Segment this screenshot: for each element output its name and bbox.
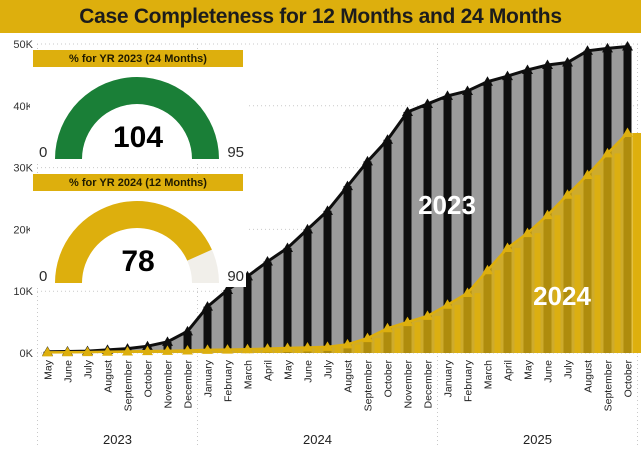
month-tick-label: July	[563, 359, 575, 378]
gauge-2023-min-label: 0	[39, 144, 47, 161]
month-tick-label: October	[623, 360, 635, 398]
month-tick-label: May	[283, 359, 295, 380]
gauge-2023-value: 104	[30, 121, 246, 155]
x-axis-month-labels: May June July August September October Novembe…	[43, 359, 635, 411]
month-tick-label: May	[523, 359, 535, 380]
series-2024-right-edge-column	[633, 133, 641, 353]
month-tick-label: March	[483, 360, 495, 389]
gauge-2024-min-label: 0	[39, 268, 47, 285]
gauge-2023-max-label: 95	[227, 144, 244, 161]
gauge-2024-body: 78 0 90	[30, 191, 246, 287]
month-tick-label: March	[243, 360, 255, 389]
month-tick-label: April	[503, 360, 515, 381]
month-tick-label: November	[163, 359, 175, 408]
month-tick-label: April	[263, 360, 275, 381]
gauge-2024-card[interactable]: % for YR 2024 (12 Months) 78 0 90	[30, 174, 246, 287]
gauge-2023-header: % for YR 2023 (24 Months)	[33, 50, 243, 67]
series-2024-label: 2024	[533, 281, 591, 311]
month-tick-label: February	[223, 359, 235, 402]
month-tick-label: December	[183, 359, 195, 408]
y-axis-tick-label: 0K	[20, 348, 34, 360]
month-tick-label: December	[423, 359, 435, 408]
month-tick-label: August	[583, 360, 595, 393]
month-tick-label: July	[323, 359, 335, 378]
gauge-2024-value: 78	[30, 245, 246, 279]
month-tick-label: February	[463, 359, 475, 402]
gauge-2024-max-label: 90	[227, 268, 244, 285]
month-tick-label: June	[543, 360, 555, 383]
month-tick-label: October	[143, 360, 155, 398]
year-group-label: 2023	[103, 432, 132, 447]
month-tick-label: October	[383, 360, 395, 398]
month-tick-label: November	[403, 359, 415, 408]
month-tick-label: August	[343, 360, 355, 393]
month-tick-label: September	[603, 360, 615, 412]
month-tick-label: January	[443, 359, 455, 397]
report-title: Case Completeness for 12 Months and 24 M…	[79, 5, 561, 29]
y-axis-tick-label: 30K	[13, 163, 33, 175]
year-group-label: 2024	[303, 432, 332, 447]
month-tick-label: September	[363, 360, 375, 412]
month-tick-label: June	[303, 360, 315, 383]
series-2023-label: 2023	[418, 190, 476, 220]
month-tick-label: January	[203, 359, 215, 397]
month-tick-label: August	[103, 360, 115, 393]
year-group-label: 2025	[523, 432, 552, 447]
y-axis-tick-label: 10K	[13, 286, 33, 298]
report-title-bar: Case Completeness for 12 Months and 24 M…	[0, 0, 641, 33]
month-tick-label: September	[123, 360, 135, 412]
month-tick-label: July	[83, 359, 95, 378]
gauge-2023-card[interactable]: % for YR 2023 (24 Months) 104 0 95	[30, 50, 246, 163]
month-tick-label: May	[43, 359, 55, 380]
gauge-2024-header: % for YR 2024 (12 Months)	[33, 174, 243, 191]
month-tick-label: June	[63, 360, 75, 383]
gauge-2023-body: 104 0 95	[30, 67, 246, 163]
